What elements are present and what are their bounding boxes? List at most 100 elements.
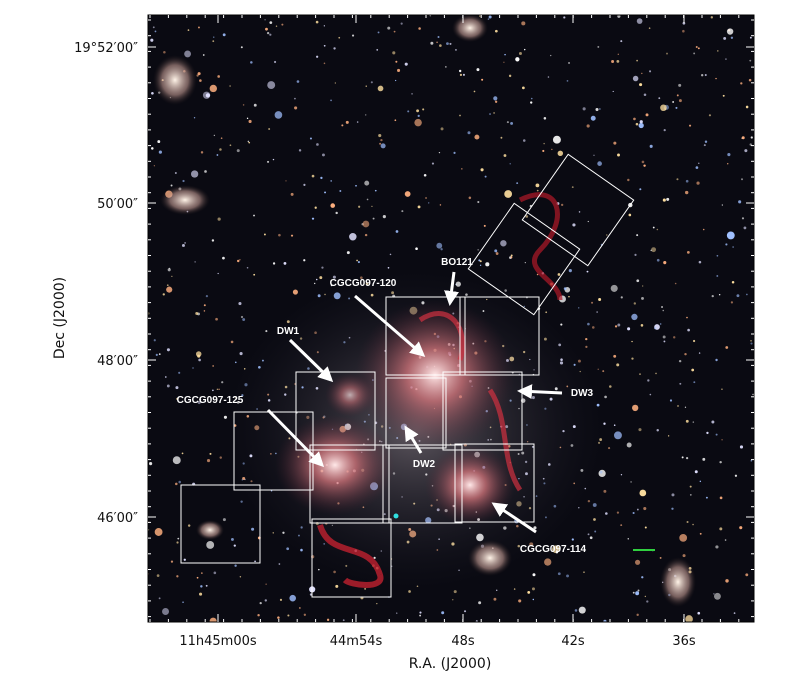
star <box>428 202 430 204</box>
star <box>750 342 753 345</box>
star <box>678 99 682 103</box>
star <box>315 20 319 24</box>
star <box>656 258 660 262</box>
star <box>198 358 201 362</box>
star <box>170 184 173 187</box>
star <box>731 280 735 284</box>
star <box>574 609 578 612</box>
annotation-label: DW2 <box>413 459 436 470</box>
star <box>335 211 338 215</box>
star <box>290 234 294 237</box>
star <box>699 480 702 483</box>
annotation-label: DW1 <box>277 326 300 337</box>
star <box>253 214 255 217</box>
star <box>637 589 640 592</box>
star <box>158 597 161 600</box>
star <box>166 384 170 388</box>
star <box>266 31 270 35</box>
star <box>503 154 507 157</box>
x-tick-label: 44m54s <box>330 634 383 649</box>
star <box>202 91 211 99</box>
star <box>632 404 639 412</box>
star <box>436 41 438 44</box>
star <box>209 617 217 622</box>
star <box>335 584 339 588</box>
star <box>518 599 522 603</box>
star <box>240 315 244 319</box>
annotation-arrow <box>404 425 423 454</box>
star <box>265 27 268 31</box>
star <box>726 28 734 35</box>
star <box>365 114 367 116</box>
star <box>524 48 526 51</box>
star <box>323 62 326 65</box>
star <box>267 160 270 163</box>
star <box>510 121 514 125</box>
star <box>418 27 421 30</box>
star <box>630 481 632 483</box>
star <box>149 462 153 466</box>
star <box>220 137 223 139</box>
star <box>197 26 200 29</box>
star <box>378 133 382 138</box>
star <box>725 346 729 349</box>
star <box>216 388 219 391</box>
annotation-arrow <box>288 338 334 383</box>
star <box>230 340 234 344</box>
star <box>660 104 667 112</box>
star <box>633 302 636 305</box>
star <box>364 587 367 590</box>
star <box>281 23 284 26</box>
star <box>366 198 369 201</box>
star <box>355 184 357 187</box>
star <box>477 200 480 204</box>
star <box>551 148 553 151</box>
star <box>503 61 505 63</box>
star <box>591 326 595 329</box>
star <box>611 60 615 64</box>
star <box>404 62 408 66</box>
star <box>175 386 179 390</box>
star <box>675 106 678 109</box>
star <box>684 352 687 356</box>
star <box>740 82 743 85</box>
star <box>716 275 719 277</box>
star <box>279 598 283 601</box>
star <box>376 49 379 51</box>
star <box>536 189 539 192</box>
star <box>745 105 749 109</box>
star <box>371 205 373 208</box>
star <box>464 610 467 613</box>
star <box>715 433 718 436</box>
star <box>263 233 266 236</box>
star <box>582 107 586 111</box>
star <box>494 100 498 103</box>
star <box>330 203 336 208</box>
star <box>240 46 243 49</box>
star <box>394 119 397 122</box>
star <box>687 328 690 332</box>
star <box>689 494 692 496</box>
star <box>659 557 662 559</box>
star <box>213 36 215 38</box>
star <box>524 262 526 264</box>
star <box>294 97 296 100</box>
star <box>641 72 643 75</box>
star <box>238 302 242 306</box>
star <box>332 275 336 279</box>
star <box>374 189 377 192</box>
star <box>153 165 155 167</box>
star <box>587 220 589 223</box>
star <box>568 62 570 64</box>
star <box>364 233 368 237</box>
star <box>467 131 471 135</box>
star <box>315 278 318 281</box>
star <box>676 94 679 97</box>
star <box>202 54 205 56</box>
star <box>635 591 640 596</box>
star <box>522 86 525 90</box>
star <box>672 101 675 103</box>
star <box>253 103 257 107</box>
star <box>568 269 572 273</box>
star <box>736 294 740 298</box>
